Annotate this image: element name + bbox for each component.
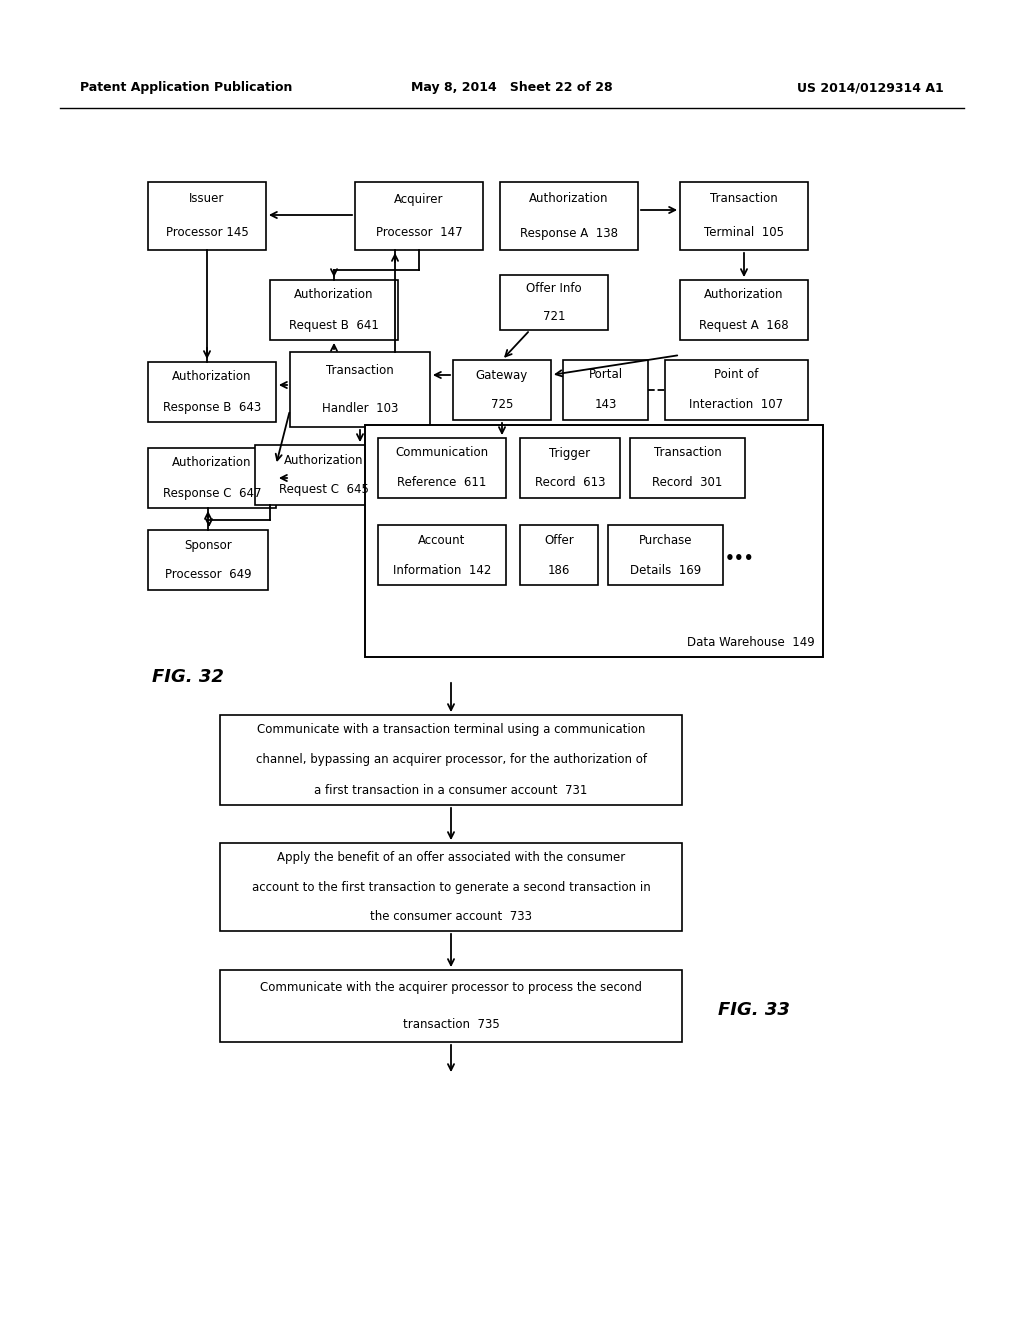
Bar [220, 715, 682, 805]
Text: Reference  611: Reference 611 [397, 477, 486, 490]
Text: Authorization: Authorization [285, 454, 364, 466]
Text: Processor  649: Processor 649 [165, 569, 251, 582]
Text: US 2014/0129314 A1: US 2014/0129314 A1 [798, 82, 944, 95]
Text: Request A  168: Request A 168 [699, 318, 788, 331]
Text: Transaction: Transaction [653, 446, 721, 459]
Text: Data Warehouse  149: Data Warehouse 149 [687, 636, 815, 649]
Text: account to the first transaction to generate a second transaction in: account to the first transaction to gene… [252, 880, 650, 894]
Text: Processor 145: Processor 145 [166, 227, 249, 239]
Text: Response C  647: Response C 647 [163, 487, 261, 499]
Text: Communicate with a transaction terminal using a communication: Communicate with a transaction terminal … [257, 723, 645, 737]
Bar [148, 182, 266, 249]
Text: Point of: Point of [715, 368, 759, 381]
Bar [148, 531, 268, 590]
Bar [680, 182, 808, 249]
Text: Offer Info: Offer Info [526, 282, 582, 296]
Bar [355, 182, 483, 249]
Text: Response A  138: Response A 138 [520, 227, 618, 239]
Text: Authorization: Authorization [529, 193, 608, 206]
Bar [680, 280, 808, 341]
Text: Information  142: Information 142 [393, 564, 492, 577]
Bar [453, 360, 551, 420]
Text: Request C  645: Request C 645 [280, 483, 369, 496]
Text: Purchase: Purchase [639, 533, 692, 546]
Bar [520, 525, 598, 585]
Text: FIG. 33: FIG. 33 [718, 1001, 790, 1019]
Bar [630, 438, 745, 498]
Bar [500, 182, 638, 249]
Text: Authorization: Authorization [172, 371, 252, 384]
Text: Trigger: Trigger [550, 446, 591, 459]
Bar [378, 438, 506, 498]
Text: Portal: Portal [589, 368, 623, 381]
Text: Terminal  105: Terminal 105 [705, 227, 784, 239]
Text: •••: ••• [725, 550, 755, 565]
Text: May 8, 2014   Sheet 22 of 28: May 8, 2014 Sheet 22 of 28 [412, 82, 612, 95]
Text: Acquirer: Acquirer [394, 193, 443, 206]
Text: the consumer account  733: the consumer account 733 [370, 909, 532, 923]
Text: Account: Account [419, 533, 466, 546]
Text: Authorization: Authorization [705, 289, 783, 301]
Text: Offer: Offer [544, 533, 573, 546]
Text: FIG. 32: FIG. 32 [152, 668, 224, 686]
Text: 725: 725 [490, 399, 513, 412]
Bar [563, 360, 648, 420]
Text: Record  613: Record 613 [535, 477, 605, 490]
Bar [378, 525, 506, 585]
Bar [500, 275, 608, 330]
Bar [290, 352, 430, 426]
Text: Sponsor: Sponsor [184, 539, 231, 552]
Text: Response B  643: Response B 643 [163, 400, 261, 413]
Text: 721: 721 [543, 310, 565, 323]
Text: Request B  641: Request B 641 [289, 318, 379, 331]
Bar [255, 445, 393, 506]
Text: Communicate with the acquirer processor to process the second: Communicate with the acquirer processor … [260, 982, 642, 994]
Text: Apply the benefit of an offer associated with the consumer: Apply the benefit of an offer associated… [276, 851, 625, 865]
Text: Handler  103: Handler 103 [322, 401, 398, 414]
Text: Patent Application Publication: Patent Application Publication [80, 82, 293, 95]
Text: Interaction  107: Interaction 107 [689, 399, 783, 412]
Bar [148, 362, 276, 422]
Text: Record  301: Record 301 [652, 477, 723, 490]
Text: transaction  735: transaction 735 [402, 1018, 500, 1031]
Bar [220, 843, 682, 931]
Bar [608, 525, 723, 585]
Text: a first transaction in a consumer account  731: a first transaction in a consumer accoun… [314, 784, 588, 796]
Text: 143: 143 [594, 399, 616, 412]
Text: Transaction: Transaction [326, 364, 394, 378]
Text: Communication: Communication [395, 446, 488, 459]
Text: channel, bypassing an acquirer processor, for the authorization of: channel, bypassing an acquirer processor… [256, 754, 646, 767]
Bar [270, 280, 398, 341]
Bar [148, 447, 276, 508]
Text: Authorization: Authorization [294, 289, 374, 301]
Text: Gateway: Gateway [476, 368, 528, 381]
Text: Transaction: Transaction [710, 193, 778, 206]
Bar [220, 970, 682, 1041]
Text: Details  169: Details 169 [630, 564, 701, 577]
Text: 186: 186 [548, 564, 570, 577]
Text: Processor  147: Processor 147 [376, 227, 462, 239]
Bar [520, 438, 620, 498]
Text: Issuer: Issuer [189, 193, 224, 206]
Bar [665, 360, 808, 420]
Text: Authorization: Authorization [172, 457, 252, 470]
Bar [365, 425, 823, 657]
